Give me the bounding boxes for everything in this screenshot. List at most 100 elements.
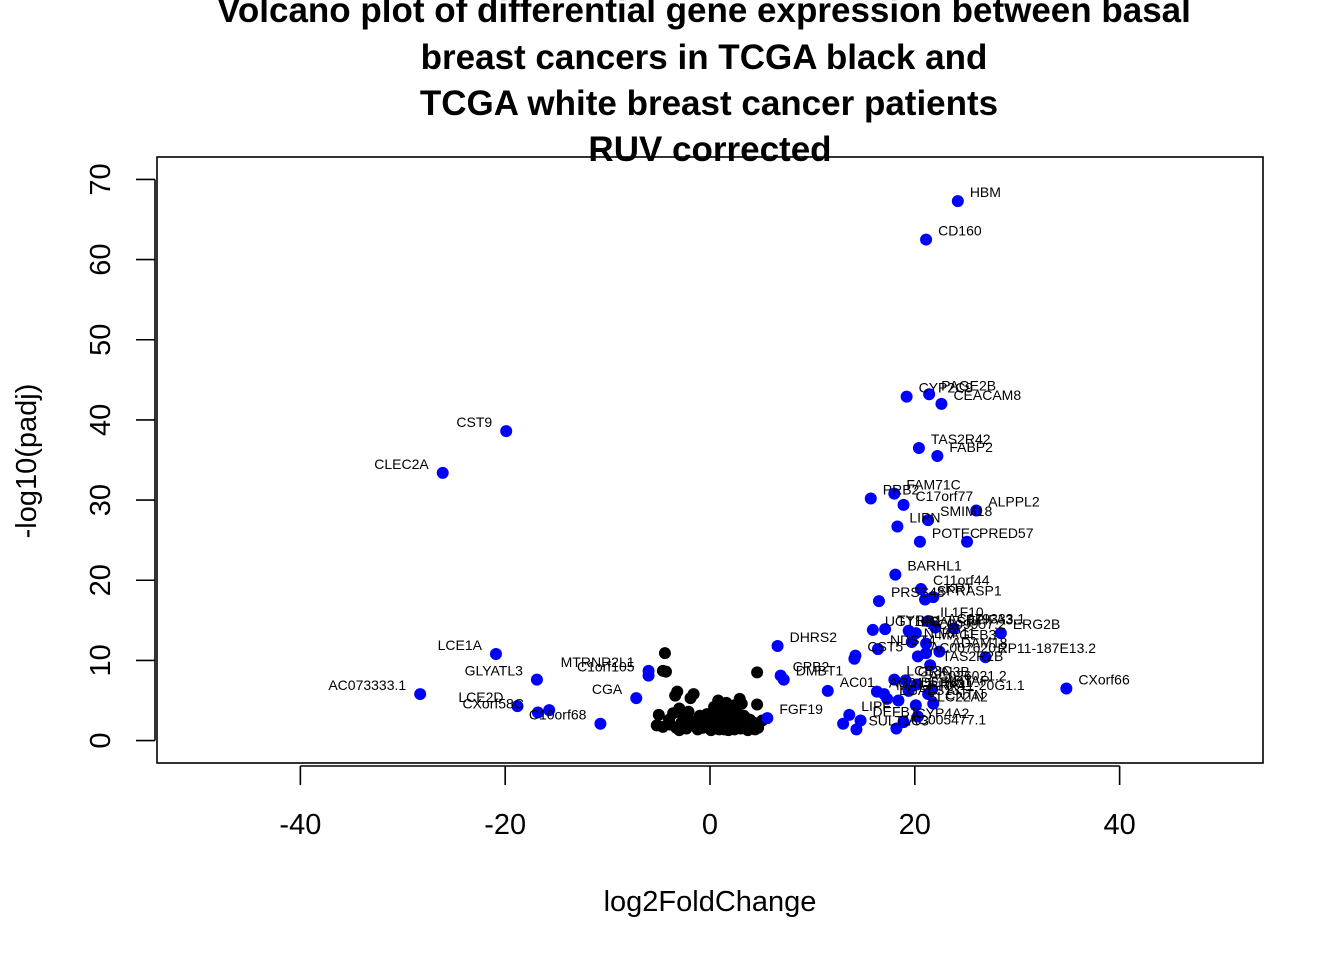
- significant-gene-point: [924, 659, 937, 672]
- gene-label: ALPPL2: [988, 494, 1040, 510]
- gene-label: ERG2B: [1013, 616, 1060, 632]
- gene-label: MAGEB3: [938, 627, 997, 643]
- chart-title-line-3: TCGA white breast cancer patients: [420, 84, 998, 123]
- significant-gene-point: [922, 514, 935, 527]
- gene-label: UGT1A8: [885, 613, 940, 629]
- gene-label: TAS2R42: [931, 431, 991, 447]
- gene-label: POTEC: [932, 525, 980, 541]
- significant-gene-point: [892, 694, 905, 707]
- gene-label: AC026021.2: [929, 667, 1007, 683]
- gene-point: [658, 647, 671, 660]
- gene-point: [700, 708, 713, 721]
- gene-point: [749, 723, 762, 736]
- gene-label: AC073333.1: [328, 677, 406, 693]
- y-tick-label: 60: [85, 243, 117, 275]
- gene-label: TYRP1: [897, 612, 942, 628]
- significant-gene-point: [931, 449, 944, 462]
- gene-point: [659, 665, 672, 678]
- gene-label: GRIN3B: [918, 663, 970, 679]
- gene-label: FAM71C: [906, 477, 960, 493]
- gene-label: C10orf68: [529, 707, 587, 723]
- significant-gene-point: [970, 504, 983, 517]
- significant-gene-point: [881, 692, 894, 705]
- gene-label: PAGE2B: [941, 377, 996, 393]
- gene-label: AC005477.1: [908, 712, 986, 728]
- significant-gene-point: [771, 639, 784, 652]
- significant-gene-point: [888, 487, 901, 500]
- significant-gene-point: [543, 704, 556, 717]
- significant-gene-point: [927, 697, 940, 710]
- significant-gene-point: [920, 637, 933, 650]
- y-tick-label: 40: [85, 404, 117, 436]
- y-axis-title: -log10(padj): [11, 384, 43, 539]
- significant-gene-point: [994, 627, 1007, 640]
- gene-point: [652, 708, 665, 721]
- significant-gene-point: [912, 441, 925, 454]
- significant-gene-point: [530, 673, 543, 686]
- significant-gene-point: [911, 710, 924, 723]
- gene-label: MTRNR2L1: [561, 654, 635, 670]
- gene-label: CPB2: [793, 659, 830, 675]
- y-tick-label: 10: [85, 644, 117, 676]
- gene-label: CYP4A2: [916, 705, 970, 721]
- gene-label: AC007620.2: [930, 639, 1008, 655]
- gene-label: DHRS2: [790, 629, 838, 645]
- gene-label: SMIM18: [940, 503, 992, 519]
- gene-label: DMBT1: [796, 663, 844, 679]
- plot-frame: [156, 156, 1264, 764]
- significant-gene-point: [500, 425, 513, 438]
- gene-label: CD160: [938, 223, 982, 239]
- gene-label: LGALS14: [921, 614, 982, 630]
- gene-point: [673, 724, 686, 737]
- significant-gene-point: [871, 643, 884, 656]
- gene-label: KRT: [945, 580, 973, 596]
- significant-gene-point: [879, 623, 892, 636]
- gene-label: DEFB11: [921, 674, 973, 690]
- gene-label: PRB2: [883, 481, 920, 497]
- significant-gene-point: [899, 674, 912, 687]
- gene-label: GLYATL3: [465, 663, 524, 679]
- gene-label: LIPF: [861, 698, 891, 714]
- gene-label: MRGPRX4: [896, 677, 965, 693]
- gene-label: C11orf44: [933, 572, 990, 588]
- significant-gene-point: [872, 595, 885, 608]
- gene-label: AC01: [840, 674, 875, 690]
- gene-label: CXorf66: [1078, 671, 1130, 687]
- chart-title-line-1: Volcano plot of differential gene expres…: [217, 0, 1191, 30]
- significant-gene-point: [947, 622, 960, 635]
- x-tick-label: 20: [899, 809, 931, 841]
- significant-gene-point: [511, 700, 524, 713]
- significant-gene-point: [935, 397, 948, 410]
- gene-label: LGALS13: [899, 682, 960, 698]
- gene-label: TAS2R2B: [942, 648, 1003, 664]
- gene-label: CYP2C9: [919, 380, 974, 396]
- significant-gene-point: [837, 717, 850, 730]
- y-tick-label: 0: [85, 732, 117, 748]
- gene-point: [751, 698, 764, 711]
- gene-label: FGF19: [779, 701, 823, 717]
- y-axis: 0 10 20 30 40 50 60 70: [85, 163, 156, 749]
- gene-label: CST5: [867, 639, 903, 655]
- significant-gene-point: [922, 688, 935, 701]
- significant-gene-point: [888, 673, 901, 686]
- y-tick-label: 70: [85, 163, 117, 195]
- significant-gene-point: [920, 233, 933, 246]
- significant-gene-point: [436, 466, 449, 479]
- significant-gene-point: [821, 684, 834, 697]
- gene-label: LCE2D: [458, 689, 503, 705]
- gene-label: IL1F10: [940, 604, 984, 620]
- significant-gene-point: [933, 645, 946, 658]
- significant-gene-point: [909, 699, 922, 712]
- y-tick-label: 50: [85, 324, 117, 356]
- gene-point: [715, 713, 728, 726]
- significant-gene-point: [777, 673, 790, 686]
- gene-label: SPRASP1: [937, 582, 1002, 598]
- gene-label: HBM: [970, 184, 1001, 200]
- x-axis: -40 -20 0 20 40: [279, 765, 1136, 841]
- significant-gene-point: [889, 568, 902, 581]
- gene-label: BPIFA3: [966, 611, 1014, 627]
- gene-point: [751, 666, 764, 679]
- significant-gene-point: [850, 723, 863, 736]
